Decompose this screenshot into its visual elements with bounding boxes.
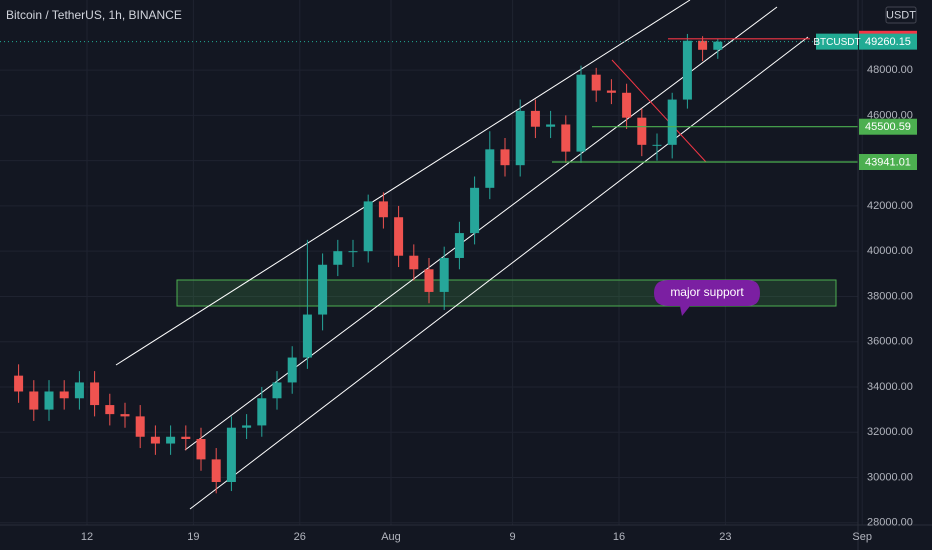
candle-body	[713, 41, 723, 50]
price-label-box	[859, 118, 917, 135]
candle-body	[530, 110, 540, 127]
y-tick-label: 42000.00	[867, 200, 913, 212]
candle-body	[135, 416, 145, 437]
candle-body	[211, 459, 221, 483]
x-tick-label: 19	[187, 531, 199, 543]
price-label: 45500.59	[865, 121, 911, 133]
price-label: 43941.01	[865, 156, 911, 168]
candle-body	[652, 144, 662, 146]
candle-body	[44, 391, 54, 410]
candle-body	[470, 187, 480, 234]
candle-body	[515, 110, 525, 166]
candle-body	[318, 264, 328, 315]
price-label-box	[859, 154, 917, 171]
candle-body	[363, 201, 373, 252]
candle-body	[272, 382, 282, 399]
currency: USDT	[886, 9, 916, 21]
channel-line	[184, 6, 778, 451]
candle-body	[409, 255, 419, 270]
candle-body	[242, 425, 252, 428]
candle-body	[257, 398, 267, 426]
candle-body	[166, 436, 176, 444]
candle-body	[485, 149, 495, 188]
overlay	[0, 38, 858, 163]
price-label-box	[859, 33, 917, 50]
trend-line	[611, 59, 707, 163]
x-tick-label: Aug	[381, 531, 401, 543]
candle-body	[181, 436, 191, 440]
chart-title: Bitcoin / TetherUS, 1h, BINANCE	[6, 8, 182, 22]
x-tick-label: 9	[510, 531, 516, 543]
y-tick-label: 28000.00	[867, 517, 913, 529]
candle-body	[454, 233, 464, 258]
symbol-label: BTCUSDT	[813, 37, 860, 48]
candle-body	[439, 257, 449, 292]
candle-body	[394, 217, 404, 256]
x-tick-label: 23	[719, 531, 731, 543]
candle-body	[606, 90, 616, 93]
candle-body	[196, 439, 206, 460]
y-tick-label: 40000.00	[867, 245, 913, 257]
candle-body	[287, 357, 297, 383]
candle-body	[378, 201, 388, 218]
candle-body	[546, 124, 556, 127]
candle-body	[424, 269, 434, 292]
candle-body	[591, 74, 601, 91]
candle-body	[348, 251, 358, 253]
candle-body	[120, 414, 130, 417]
y-tick-label: 46000.00	[867, 109, 913, 121]
candle-body	[576, 74, 586, 152]
candle-body	[90, 382, 100, 406]
candles	[14, 33, 723, 494]
x-tick-label: 16	[613, 531, 625, 543]
candle-body	[637, 117, 647, 145]
candle-body	[226, 427, 236, 483]
channel-line	[189, 36, 809, 510]
channel-line	[115, 0, 691, 366]
x-tick-label: 26	[294, 531, 306, 543]
candle-body	[29, 391, 39, 410]
x-tick-label: 12	[81, 531, 93, 543]
y-tick-label: 34000.00	[867, 381, 913, 393]
candle-body	[682, 40, 692, 100]
candle-body	[561, 124, 571, 152]
candle-body	[150, 436, 160, 444]
y-tick-label: 36000.00	[867, 336, 913, 348]
x-tick-label: Sep	[852, 531, 872, 543]
y-tick-label: 30000.00	[867, 471, 913, 483]
callout-text: major support	[670, 285, 744, 299]
candle-body	[105, 405, 115, 415]
candle-body	[14, 375, 24, 392]
y-tick-label: 48000.00	[867, 64, 913, 76]
y-tick-label: 32000.00	[867, 426, 913, 438]
candle-body	[302, 314, 312, 358]
symbol-box	[816, 33, 858, 50]
price-label: 49260.15	[865, 36, 911, 48]
callout-bubble	[654, 280, 760, 316]
candle-body	[622, 92, 632, 118]
candle-body	[500, 149, 510, 166]
candle-body	[698, 40, 708, 50]
candle-body	[74, 382, 84, 399]
y-tick-label: 38000.00	[867, 290, 913, 302]
candle-body	[667, 99, 677, 145]
candle-body	[59, 391, 69, 399]
candle-body	[333, 251, 343, 265]
currency-box	[885, 6, 917, 24]
